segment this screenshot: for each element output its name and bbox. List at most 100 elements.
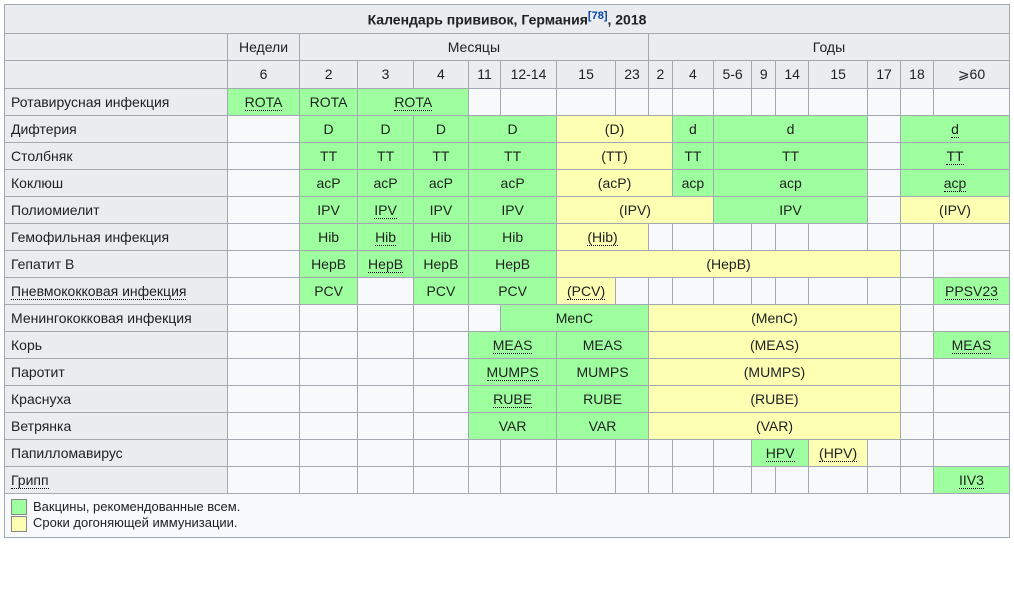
table-cell: IPV [358, 196, 413, 223]
table-row: ПаротитMUMPSMUMPS(MUMPS) [5, 358, 1010, 385]
table-cell: D [358, 115, 413, 142]
legend-row-green: Вакцины, рекомендованные всем. [11, 499, 1003, 516]
title-ref-sup: [78] [588, 10, 608, 22]
header-col: 4 [413, 60, 468, 88]
table-cell: acP [469, 169, 557, 196]
header-col: 3 [358, 60, 413, 88]
header-col: 5-6 [713, 60, 751, 88]
table-cell: D [413, 115, 468, 142]
table-cell: RUBE [557, 385, 649, 412]
row-label: Коклюш [5, 169, 228, 196]
table-cell [469, 466, 501, 493]
header-col: 9 [752, 60, 776, 88]
table-cell: (IPV) [557, 196, 714, 223]
table-cell: HepB [358, 250, 413, 277]
table-cell: ROTA [299, 88, 358, 115]
table-cell [809, 277, 868, 304]
header-col: ⩾60 [933, 60, 1009, 88]
table-row: ДифтерияDDDD(D)ddd [5, 115, 1010, 142]
table-cell [469, 304, 501, 331]
table-cell: MUMPS [469, 358, 557, 385]
table-cell: VAR [557, 412, 649, 439]
row-label: Гемофильная инфекция [5, 223, 228, 250]
header-years: Годы [648, 33, 1009, 60]
table-cell: Hib [299, 223, 358, 250]
header-col: 15 [809, 60, 868, 88]
table-cell [901, 250, 934, 277]
table-cell [933, 412, 1009, 439]
table-cell [413, 466, 468, 493]
legend-text-yellow: Сроки догоняющей иммунизации. [33, 515, 238, 530]
table-cell: MEAS [469, 331, 557, 358]
table-cell [228, 223, 300, 250]
table-cell [228, 331, 300, 358]
table-cell [868, 466, 901, 493]
legend-swatch-green [11, 499, 27, 515]
table-cell [809, 466, 868, 493]
table-cell [672, 466, 713, 493]
legend-swatch-yellow [11, 516, 27, 532]
table-cell [299, 466, 358, 493]
table-cell [672, 439, 713, 466]
table-title: Календарь прививок, Германия[78], 2018 [5, 5, 1010, 34]
row-label: Ветрянка [5, 412, 228, 439]
table-cell [228, 304, 300, 331]
title-prefix: Календарь прививок, Германия [368, 12, 588, 28]
table-cell: PCV [413, 277, 468, 304]
table-cell [358, 304, 413, 331]
table-cell [901, 88, 934, 115]
header-months: Месяцы [299, 33, 648, 60]
table-cell: HepB [413, 250, 468, 277]
table-row: Менингококковая инфекцияMenC(MenC) [5, 304, 1010, 331]
table-row: КорьMEASMEAS(MEAS)MEAS [5, 331, 1010, 358]
table-cell: (PCV) [557, 277, 616, 304]
table-cell: D [299, 115, 358, 142]
title-ref-link[interactable]: [78] [588, 10, 608, 22]
table-cell [809, 88, 868, 115]
table-cell [933, 88, 1009, 115]
table-cell [933, 385, 1009, 412]
table-cell [228, 250, 300, 277]
table-cell [228, 115, 300, 142]
table-cell [616, 277, 649, 304]
table-cell: (acP) [557, 169, 673, 196]
table-row: Гемофильная инфекцияHibHibHibHib(Hib) [5, 223, 1010, 250]
table-cell: PCV [299, 277, 358, 304]
table-cell: TT [901, 142, 1010, 169]
table-cell [776, 277, 809, 304]
table-cell: (VAR) [648, 412, 900, 439]
table-cell [901, 358, 934, 385]
table-cell [868, 277, 901, 304]
table-cell [672, 223, 713, 250]
table-row: ГриппIIV3 [5, 466, 1010, 493]
header-col: 2 [648, 60, 672, 88]
table-cell [358, 277, 413, 304]
table-cell [752, 466, 776, 493]
table-cell [901, 304, 934, 331]
row-label: Краснуха [5, 385, 228, 412]
table-cell [672, 277, 713, 304]
table-cell [901, 277, 934, 304]
table-cell [413, 304, 468, 331]
table-cell [500, 88, 556, 115]
table-cell [776, 223, 809, 250]
table-cell [616, 439, 649, 466]
table-cell: (MUMPS) [648, 358, 900, 385]
row-label: Грипп [5, 466, 228, 493]
legend-row-yellow: Сроки догоняющей иммунизации. [11, 515, 1003, 532]
table-cell [901, 439, 934, 466]
table-cell [413, 358, 468, 385]
table-cell [557, 88, 616, 115]
table-cell [868, 169, 901, 196]
table-cell [933, 304, 1009, 331]
table-cell [557, 466, 616, 493]
table-cell [776, 466, 809, 493]
table-row: ВетрянкаVARVAR(VAR) [5, 412, 1010, 439]
table-cell: (RUBE) [648, 385, 900, 412]
row-label: Столбняк [5, 142, 228, 169]
table-cell: acP [358, 169, 413, 196]
table-cell: MEAS [933, 331, 1009, 358]
table-cell [228, 277, 300, 304]
table-cell [358, 412, 413, 439]
table-cell [413, 412, 468, 439]
